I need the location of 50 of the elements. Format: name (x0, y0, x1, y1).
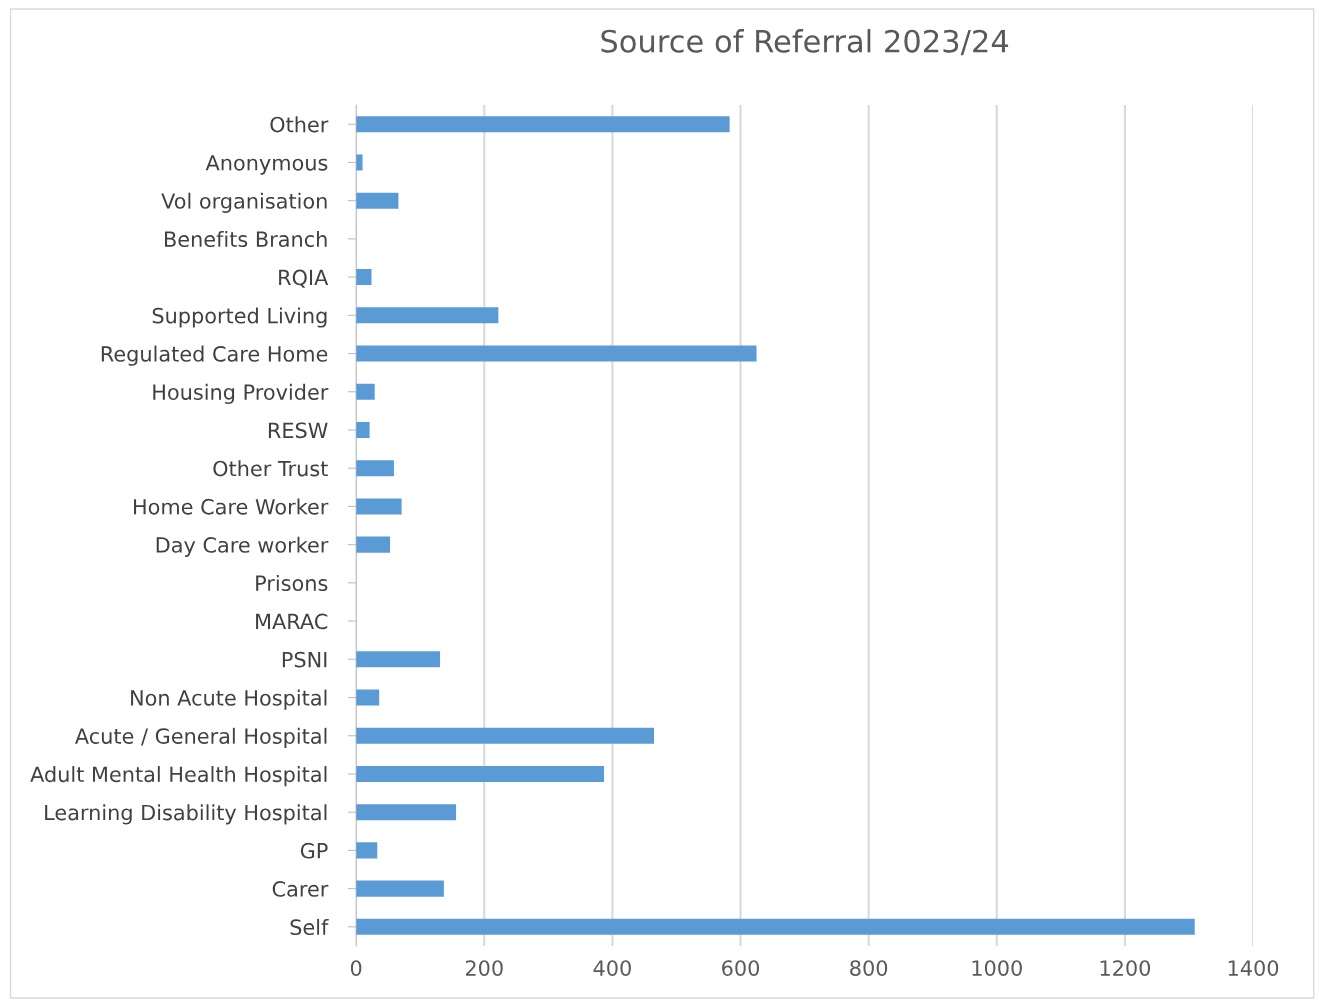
bar (356, 498, 402, 515)
bar (356, 383, 375, 400)
x-tick-label: 400 (593, 960, 631, 976)
y-tick-label: MARAC (256, 613, 328, 630)
y-tick-label: Housing Provider (153, 383, 329, 404)
bar (356, 842, 378, 859)
bar (356, 804, 457, 821)
y-tick-label: Non Acute Hospital (131, 689, 327, 710)
bar (356, 269, 372, 286)
x-tick-label: 800 (850, 960, 888, 976)
bar (356, 765, 605, 782)
y-tick-label: Carer (272, 881, 329, 897)
y-tick-label: RESW (268, 422, 328, 439)
y-tick-label: Learning Disability Hospital (45, 804, 327, 825)
y-tick-label: Acute / General Hospital (75, 727, 327, 748)
bar (356, 651, 441, 668)
x-tick-label: 0 (350, 960, 362, 976)
y-tick-label: Adult Mental Health Hospital (30, 766, 327, 787)
x-tick-label: 200 (465, 960, 503, 976)
bar (356, 307, 499, 324)
bar (356, 192, 399, 209)
y-tick-label: Self (290, 918, 329, 936)
y-tick-label: Vol organisation (161, 192, 327, 213)
y-tick-label: Regulated Care Home (101, 345, 328, 366)
bar (356, 727, 655, 744)
y-tick-label: Home Care Worker (134, 498, 329, 515)
bar (356, 116, 730, 133)
y-tick-label: PSNI (282, 651, 327, 668)
bar (356, 536, 391, 553)
x-tick-label: 1000 (972, 960, 1022, 976)
x-tick-label: 1400 (1228, 960, 1279, 976)
bar (356, 421, 370, 438)
chart-title: Source of Referral 2023/24 (601, 29, 1009, 56)
y-tick-label: Supported Living (152, 307, 327, 328)
bar (356, 918, 1195, 935)
bar (356, 689, 380, 706)
y-tick-label: GP (300, 842, 328, 859)
x-tick-label: 1200 (1100, 960, 1151, 976)
bar (356, 460, 394, 477)
y-tick-label: Day Care worker (156, 536, 329, 557)
y-tick-label: Other (270, 116, 329, 133)
y-tick-label: Benefits Branch (165, 230, 327, 248)
bar (356, 345, 757, 362)
y-tick-label: RQIA (279, 269, 329, 288)
bar (356, 154, 363, 171)
y-tick-label: Prisons (256, 574, 328, 592)
bar (356, 880, 444, 897)
y-tick-label: Anonymous (205, 155, 328, 175)
x-tick-label: 600 (722, 960, 760, 976)
y-tick-label: Other Trust (213, 460, 328, 477)
